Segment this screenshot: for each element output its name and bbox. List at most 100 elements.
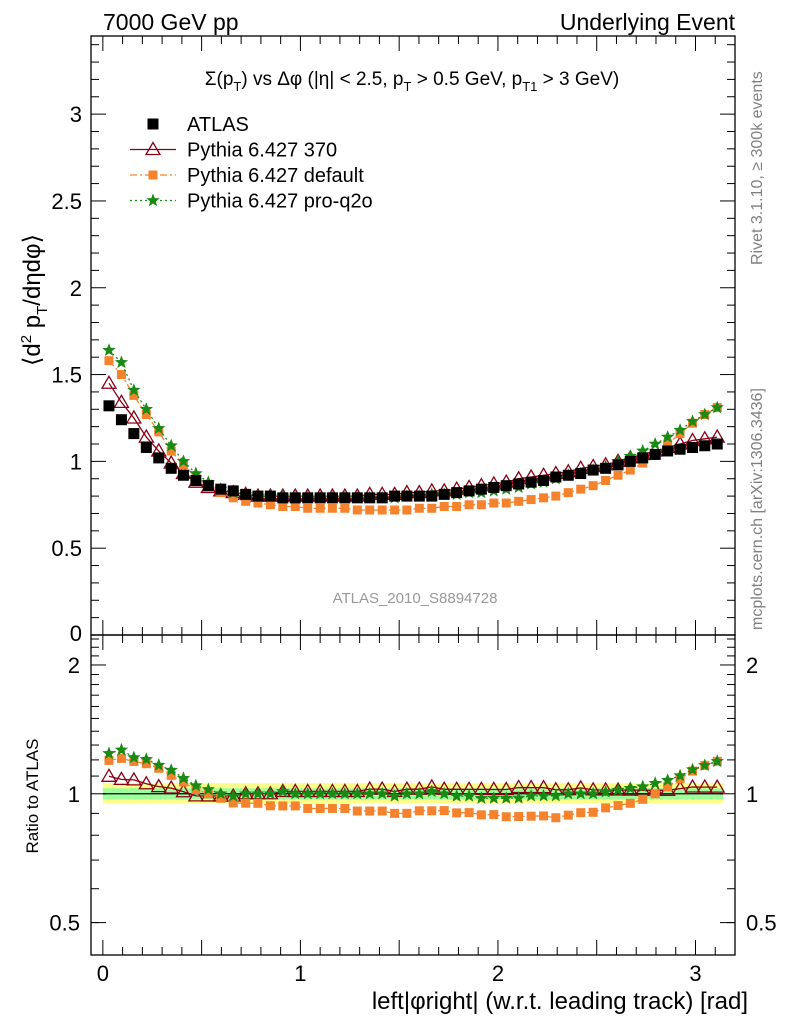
data-point-atlas <box>513 478 525 490</box>
ratio-point-pythia-370 <box>187 787 205 802</box>
data-point-pythia-370 <box>113 394 130 408</box>
ratio-point-pythia-pro-q2o <box>549 788 563 802</box>
data-point-atlas <box>612 459 624 471</box>
title-sub-t2: T <box>404 79 412 94</box>
data-point-pythia-pro-q2o <box>648 437 662 450</box>
ratio-point-pythia-default <box>178 777 188 787</box>
ratio-frame <box>90 634 736 956</box>
data-point-atlas <box>264 490 276 502</box>
ratio-point-pythia-default <box>601 803 611 813</box>
ratio-point-pythia-pro-q2o <box>598 784 613 798</box>
ratio-y-tick-label: 2 <box>68 653 80 678</box>
ratio-point-pythia-default <box>476 810 486 820</box>
data-point-atlas <box>351 492 363 504</box>
data-point-atlas <box>600 462 612 474</box>
ratio-y-tick-label: 0.5 <box>49 911 80 936</box>
legend-label-pythia-default: Pythia 6.427 default <box>187 165 364 187</box>
data-point-pythia-pro-q2o <box>176 454 191 467</box>
data-point-pythia-default <box>365 505 375 515</box>
ratio-point-pythia-default <box>228 798 238 808</box>
ratio-point-pythia-pro-q2o <box>425 784 439 798</box>
ratio-point-pythia-default <box>116 753 126 763</box>
data-point-atlas <box>177 469 189 481</box>
ratio-point-pythia-default <box>377 806 387 816</box>
ratio-point-pythia-pro-q2o <box>499 791 513 804</box>
ratio-point-pythia-370 <box>150 778 167 793</box>
ratio-point-pythia-default <box>390 808 400 818</box>
data-point-pythia-default <box>154 427 164 437</box>
side-label-rivet: Rivet 3.1.10, ≥ 300k events <box>749 71 766 265</box>
ylabel-b: p <box>19 315 46 335</box>
ratio-point-pythia-pro-q2o <box>512 791 526 804</box>
data-point-atlas <box>687 441 699 453</box>
header-left: 7000 GeV pp <box>103 9 239 35</box>
ratio-point-pythia-pro-q2o <box>623 781 637 794</box>
data-point-atlas <box>165 462 177 474</box>
ratio-point-pythia-pro-q2o <box>375 786 389 800</box>
title-mid2: > 0.5 GeV, p <box>411 69 522 90</box>
data-point-pythia-default <box>663 439 673 449</box>
ylabel-sub: T <box>34 306 51 315</box>
data-point-pythia-pro-q2o <box>685 414 700 428</box>
ratio-point-pythia-default <box>663 782 673 792</box>
title-mid: ) vs Δφ (|η| < 2.5, p <box>241 69 403 90</box>
data-point-pythia-default <box>104 356 114 366</box>
ratio-point-pythia-pro-q2o <box>661 773 675 786</box>
ratio-y-axis-label: Ratio to ATLAS <box>23 739 42 854</box>
ratio-point-pythia-370 <box>100 768 118 782</box>
data-point-atlas <box>252 490 264 502</box>
data-point-pythia-default <box>178 460 188 470</box>
ratio-point-pythia-default <box>365 806 375 816</box>
ratio-point-pythia-default <box>352 806 362 816</box>
data-point-pythia-default <box>539 493 549 503</box>
data-point-atlas <box>426 490 438 502</box>
header-right: Underlying Event <box>560 9 736 35</box>
ratio-point-pythia-370 <box>125 771 142 786</box>
data-point-atlas <box>103 400 115 412</box>
ratio-point-pythia-default <box>514 811 524 821</box>
ratio-point-pythia-pro-q2o <box>437 786 451 800</box>
ratio-point-pythia-pro-q2o <box>710 754 724 767</box>
data-point-atlas <box>364 492 376 504</box>
main-y-tick-label: 1.5 <box>51 363 82 388</box>
ratio-point-pythia-370 <box>113 771 130 786</box>
data-point-pythia-default <box>166 446 176 456</box>
data-point-pythia-default <box>253 498 263 508</box>
data-point-atlas <box>438 488 450 500</box>
data-point-atlas <box>575 468 587 480</box>
ratio-point-pythia-default <box>501 812 511 822</box>
ratio-point-pythia-pro-q2o <box>276 784 290 798</box>
ratio-point-pythia-pro-q2o <box>524 788 538 802</box>
x-tick-label: 1 <box>294 961 306 986</box>
ratio-point-pythia-pro-q2o <box>338 786 352 800</box>
data-point-pythia-pro-q2o <box>102 343 116 356</box>
ratio-point-pythia-default <box>141 759 151 769</box>
ratio-point-pythia-pro-q2o <box>487 791 501 804</box>
data-point-pythia-pro-q2o <box>164 438 178 452</box>
ratio-point-pythia-default <box>315 803 325 813</box>
ratio-point-pythia-pro-q2o <box>611 783 625 796</box>
ratio-y-tick-label: 1 <box>68 782 80 807</box>
series-pythia-default <box>104 356 722 515</box>
data-point-pythia-default <box>588 481 598 491</box>
ratio-panel: Ratio to ATLAS left|φright| (w.r.t. lead… <box>23 634 777 1015</box>
ratio-point-pythia-default <box>638 794 648 804</box>
ratio-point-pythia-370 <box>684 778 701 793</box>
ratio-point-pythia-pro-q2o <box>450 789 464 802</box>
ratio-y-tick-label-right: 2 <box>746 653 758 678</box>
data-point-atlas <box>637 452 649 464</box>
ratio-point-pythia-default <box>675 774 685 784</box>
legend-label-pythia-370: Pythia 6.427 370 <box>187 140 337 162</box>
data-point-pythia-default <box>476 500 486 510</box>
legend-marker-pythia-370 <box>144 141 162 156</box>
data-point-atlas <box>339 492 351 504</box>
data-point-atlas <box>153 452 165 464</box>
data-point-pythia-pro-q2o <box>152 421 166 435</box>
ratio-point-pythia-pro-q2o <box>251 786 265 800</box>
ratio-point-pythia-pro-q2o <box>561 786 575 800</box>
data-point-pythia-pro-q2o <box>114 355 129 369</box>
ratio-point-pythia-default <box>241 798 251 808</box>
main-y-tick-label: 0.5 <box>51 536 82 561</box>
legend-label-pythia-pro-q2o: Pythia 6.427 pro-q2o <box>187 191 373 213</box>
data-point-atlas <box>140 441 152 453</box>
